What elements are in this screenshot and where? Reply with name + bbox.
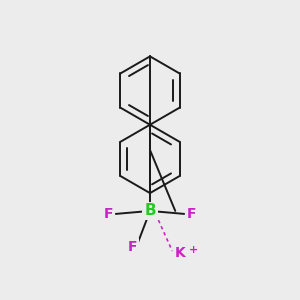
Text: F: F bbox=[128, 240, 137, 254]
Text: B: B bbox=[144, 203, 156, 218]
Text: +: + bbox=[189, 245, 199, 255]
Text: F: F bbox=[103, 207, 113, 221]
Text: K: K bbox=[174, 245, 185, 260]
Text: F: F bbox=[187, 207, 196, 221]
